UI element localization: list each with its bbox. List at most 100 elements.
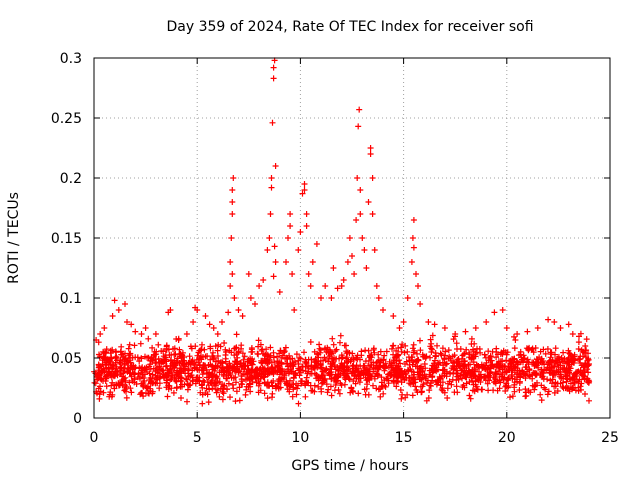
data-point (365, 347, 372, 354)
data-point (248, 345, 255, 351)
data-point (201, 346, 208, 353)
data-point (205, 362, 212, 368)
data-point (357, 211, 364, 217)
data-point (410, 244, 417, 251)
data-point (212, 374, 218, 381)
data-point (355, 390, 362, 397)
data-point (278, 359, 285, 366)
data-point (245, 271, 252, 277)
data-point (228, 374, 235, 381)
data-point (384, 375, 391, 382)
data-point (537, 348, 544, 355)
data-point (328, 351, 334, 358)
data-point (111, 370, 118, 377)
data-point (534, 379, 540, 386)
y-tick-label: 0.3 (60, 51, 82, 67)
data-point (307, 283, 314, 289)
data-point (522, 389, 529, 396)
data-point (473, 383, 480, 390)
data-point (540, 370, 547, 377)
data-point (229, 187, 236, 193)
data-point (551, 319, 558, 325)
data-point (164, 393, 171, 400)
data-point (508, 371, 515, 378)
data-point (137, 340, 144, 347)
data-point (569, 331, 576, 337)
x-tick-label: 20 (498, 430, 516, 446)
data-point (140, 375, 147, 381)
data-point (198, 382, 205, 389)
data-point (229, 199, 236, 205)
data-point (337, 339, 343, 346)
data-point (239, 350, 246, 357)
data-point (95, 385, 102, 392)
data-point (146, 390, 152, 397)
data-point (448, 381, 455, 388)
data-point (233, 379, 239, 386)
data-point (295, 365, 302, 372)
data-point (205, 374, 212, 381)
data-point (143, 384, 150, 391)
data-point (332, 371, 339, 378)
data-point (268, 184, 275, 191)
data-point (480, 362, 487, 369)
data-point (445, 380, 451, 387)
data-point (163, 345, 170, 352)
data-point (117, 371, 124, 377)
data-point (582, 343, 589, 349)
data-point (291, 307, 298, 313)
data-point (152, 380, 159, 387)
data-point (369, 175, 376, 181)
data-point (295, 247, 302, 253)
data-point (375, 351, 382, 358)
data-point (196, 347, 203, 354)
data-point (468, 355, 475, 362)
data-point (544, 346, 551, 352)
data-point (427, 383, 434, 389)
data-point (417, 347, 424, 354)
data-point (109, 362, 116, 369)
data-point (468, 335, 475, 342)
data-point (565, 364, 572, 371)
data-point (167, 307, 174, 313)
data-point (545, 316, 552, 323)
data-point (206, 321, 213, 328)
data-point (338, 382, 345, 389)
data-point (457, 346, 464, 352)
data-point (283, 380, 290, 387)
data-point (356, 379, 363, 386)
data-point (576, 376, 583, 383)
data-point (435, 377, 442, 384)
data-point (454, 389, 461, 396)
data-point (289, 381, 295, 388)
data-point (309, 259, 316, 265)
data-point (585, 379, 592, 386)
data-point (205, 399, 212, 406)
data-point (276, 289, 283, 295)
data-point (367, 145, 374, 151)
data-point (222, 352, 229, 358)
data-point (485, 387, 492, 394)
data-point (409, 235, 416, 241)
data-point (560, 349, 567, 356)
data-point (115, 307, 122, 313)
data-point (513, 376, 520, 383)
data-point (107, 350, 114, 357)
data-point (444, 395, 451, 401)
data-point (241, 353, 248, 360)
data-point (417, 376, 424, 383)
data-point (176, 368, 183, 375)
data-point (122, 301, 128, 307)
data-point (240, 360, 247, 367)
data-point (304, 379, 311, 386)
data-point (325, 370, 332, 377)
data-point (456, 363, 463, 370)
data-point (409, 392, 416, 399)
data-point (454, 370, 461, 377)
data-point (408, 374, 415, 381)
data-point (343, 342, 349, 349)
data-point (435, 361, 442, 368)
data-point (160, 348, 167, 355)
data-point (229, 367, 236, 374)
data-point (581, 376, 588, 383)
